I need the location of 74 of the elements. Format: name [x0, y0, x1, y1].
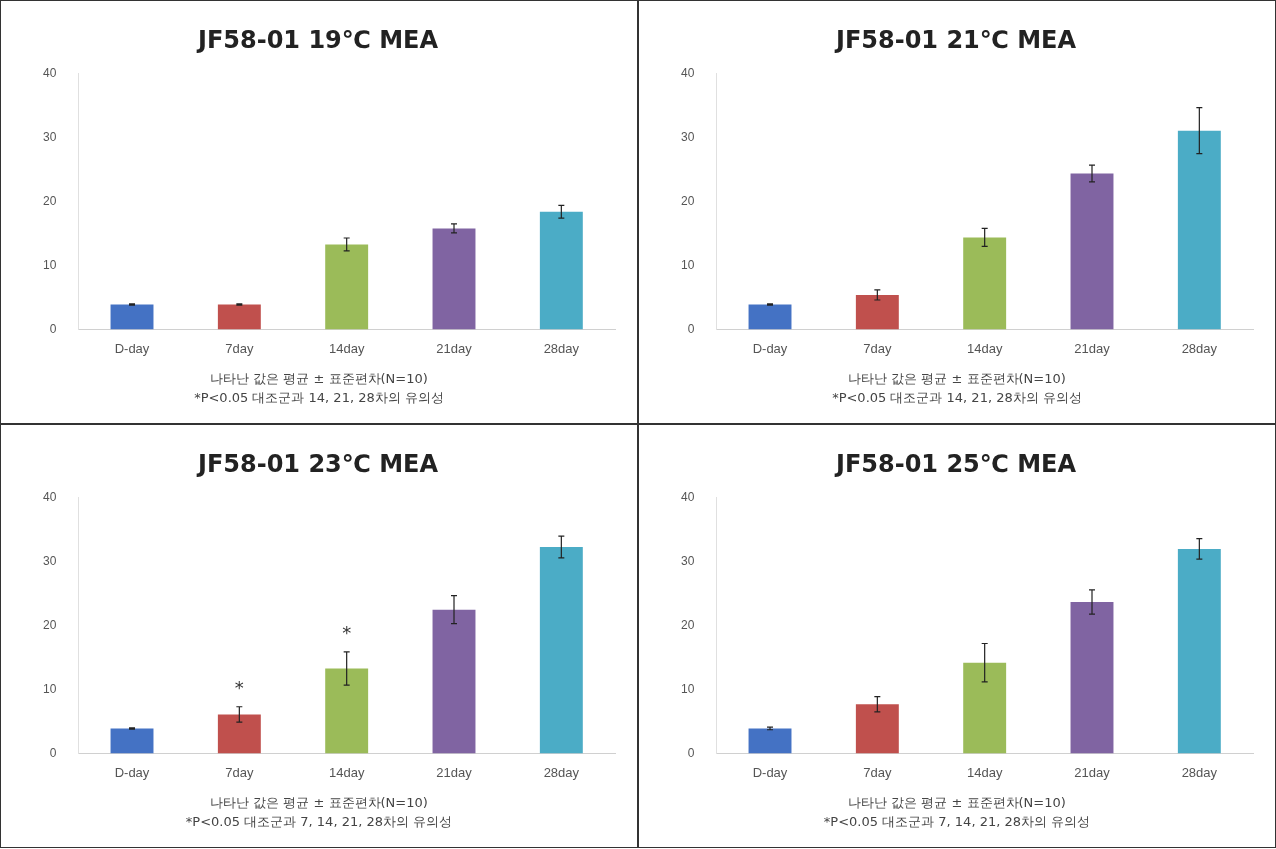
y-tick-label: 0: [687, 745, 695, 760]
x-tick-label: D-day: [752, 764, 788, 780]
text: 나타난 값은 평균 ± 표준편차(N=10): [847, 794, 1067, 812]
chart-title: JF58-01 25℃ MEA: [833, 449, 1077, 478]
bar: [1177, 130, 1221, 330]
x-tick-label: 28day: [543, 340, 580, 356]
x-tick-label: 21day: [436, 764, 473, 780]
x-tick-label: 14day: [328, 764, 365, 780]
x-tick-label: 21day: [1074, 764, 1111, 780]
x-tick-label: D-day: [114, 340, 150, 356]
y-tick-label: 40: [42, 66, 57, 81]
y-tick-label: 40: [42, 490, 57, 505]
x-tick-label: 14day: [966, 340, 1003, 356]
bar: [325, 668, 369, 754]
chart-title: JF58-01 21℃ MEA: [833, 25, 1077, 54]
annotation: *: [342, 622, 352, 644]
y-tick-label: 30: [680, 130, 695, 145]
chart-title: JF58-01 19℃ MEA: [195, 25, 439, 54]
text: *P<0.05 대조군과 14, 21, 28차의 유의성: [193, 389, 445, 407]
bar: [539, 547, 583, 754]
bar: [432, 228, 476, 330]
y-tick-label: 10: [680, 257, 695, 272]
x-tick-label: D-day: [752, 340, 788, 356]
y-tick-label: 0: [49, 745, 57, 760]
x-tick-label: 14day: [966, 764, 1003, 780]
y-tick-label: 20: [680, 617, 695, 632]
y-tick-label: 10: [42, 681, 57, 696]
text: *P<0.05 대조군과 14, 21, 28차의 유의성: [831, 389, 1083, 407]
bar: [110, 304, 154, 330]
y-tick-label: 20: [42, 193, 57, 208]
x-tick-label: 28day: [543, 764, 580, 780]
bar: [855, 294, 899, 330]
bar: [325, 244, 369, 330]
x-tick-label: 28day: [1181, 340, 1218, 356]
y-tick-label: 30: [42, 130, 57, 145]
y-tick-label: 20: [42, 617, 57, 632]
x-tick-label: 7day: [225, 764, 254, 780]
x-tick-label: D-day: [114, 764, 150, 780]
x-tick-label: 7day: [225, 340, 254, 356]
text: 나타난 값은 평균 ± 표준편차(N=10): [209, 370, 429, 388]
y-tick-label: 10: [680, 681, 695, 696]
text: *P<0.05 대조군과 7, 14, 21, 28차의 유의성: [184, 813, 454, 831]
bar: [110, 728, 154, 754]
annotation: *: [234, 677, 244, 699]
y-tick-label: 40: [680, 66, 695, 81]
bar: [1070, 601, 1114, 754]
bar: [855, 704, 899, 754]
bar: [748, 304, 792, 330]
text: 나타난 값은 평균 ± 표준편차(N=10): [847, 370, 1067, 388]
bar: [963, 662, 1007, 754]
bar: [539, 211, 583, 330]
text: 나타난 값은 평균 ± 표준편차(N=10): [209, 794, 429, 812]
bar: [748, 728, 792, 754]
x-tick-label: 28day: [1181, 764, 1218, 780]
y-tick-label: 0: [687, 321, 695, 336]
y-tick-label: 30: [42, 554, 57, 569]
y-tick-label: 10: [42, 257, 57, 272]
y-tick-label: 30: [680, 554, 695, 569]
x-tick-label: 14day: [328, 340, 365, 356]
y-tick-label: 0: [49, 321, 57, 336]
bar: [1070, 173, 1114, 330]
bar: [217, 714, 261, 754]
bar: [1177, 548, 1221, 754]
y-tick-label: 20: [680, 193, 695, 208]
bar: [217, 304, 261, 330]
chart-title: JF58-01 23℃ MEA: [195, 449, 439, 478]
text: *P<0.05 대조군과 7, 14, 21, 28차의 유의성: [822, 813, 1092, 831]
x-tick-label: 7day: [863, 340, 892, 356]
y-tick-label: 40: [680, 490, 695, 505]
x-tick-label: 7day: [863, 764, 892, 780]
x-tick-label: 21day: [436, 340, 473, 356]
bar: [963, 237, 1007, 330]
bar: [432, 609, 476, 754]
x-tick-label: 21day: [1074, 340, 1111, 356]
